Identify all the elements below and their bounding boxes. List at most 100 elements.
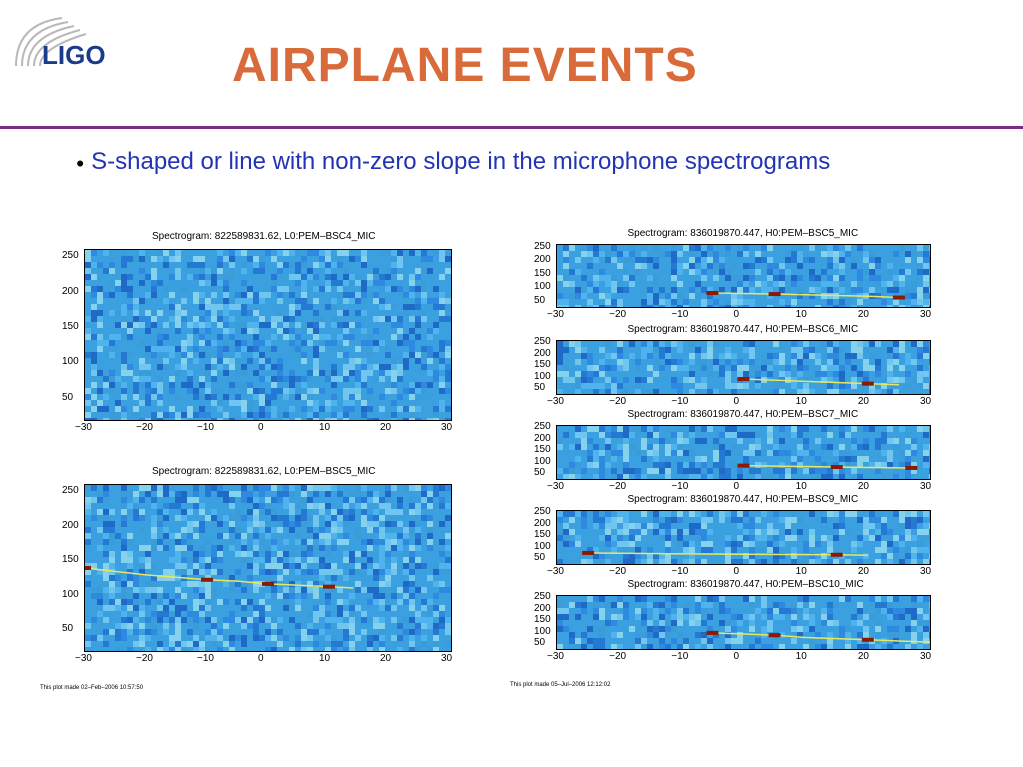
heatmap-cell bbox=[175, 394, 181, 400]
heatmap-cell bbox=[373, 346, 379, 352]
heatmap-cell bbox=[343, 623, 349, 629]
heatmap-cell bbox=[845, 553, 851, 559]
heatmap-cell bbox=[563, 299, 569, 305]
heatmap-cell bbox=[403, 629, 409, 635]
heatmap-cell bbox=[181, 515, 187, 521]
heatmap-cell bbox=[827, 644, 833, 649]
heatmap-cell bbox=[361, 617, 367, 623]
heatmap-cell bbox=[295, 334, 301, 340]
heatmap-cell bbox=[247, 623, 253, 629]
heatmap-cell bbox=[337, 256, 343, 262]
heatmap-cell bbox=[737, 281, 743, 287]
heatmap-cell bbox=[899, 269, 905, 275]
heatmap-cell bbox=[205, 581, 211, 587]
heatmap-cell bbox=[229, 316, 235, 322]
heatmap-cell bbox=[247, 599, 253, 605]
heatmap-cell bbox=[917, 383, 923, 389]
heatmap-cell bbox=[427, 617, 433, 623]
heatmap-cell bbox=[229, 497, 235, 503]
heatmap-cell bbox=[791, 305, 797, 307]
heatmap-cell bbox=[367, 418, 373, 420]
heatmap-cell bbox=[445, 304, 451, 310]
heatmap-cell bbox=[887, 353, 893, 359]
heatmap-cell bbox=[295, 268, 301, 274]
heatmap-cell bbox=[121, 394, 127, 400]
heatmap-cell bbox=[235, 250, 241, 256]
heatmap-cell bbox=[193, 274, 199, 280]
heatmap-cell bbox=[181, 509, 187, 515]
heatmap-cell bbox=[665, 559, 671, 564]
heatmap-cell bbox=[415, 394, 421, 400]
heatmap-cell bbox=[145, 316, 151, 322]
heatmap-cell bbox=[379, 515, 385, 521]
heatmap-cell bbox=[97, 497, 103, 503]
heatmap-cell bbox=[575, 389, 581, 394]
heatmap-cell bbox=[569, 468, 575, 474]
heatmap-cell bbox=[157, 587, 163, 593]
heatmap-cell bbox=[875, 529, 881, 535]
heatmap-cell bbox=[797, 287, 803, 293]
y-tick-label: 200 bbox=[534, 347, 551, 359]
heatmap-cell bbox=[593, 251, 599, 257]
heatmap-cell bbox=[605, 529, 611, 535]
heatmap-cell bbox=[719, 365, 725, 371]
heatmap-cell bbox=[887, 535, 893, 541]
heatmap-cell bbox=[421, 250, 427, 256]
heatmap-cell bbox=[97, 593, 103, 599]
heatmap-cell bbox=[361, 358, 367, 364]
heatmap-cell bbox=[235, 581, 241, 587]
heatmap-cell bbox=[779, 275, 785, 281]
heatmap-cell bbox=[593, 614, 599, 620]
heatmap-cell bbox=[683, 438, 689, 444]
heatmap-cell bbox=[91, 394, 97, 400]
heatmap-cell bbox=[779, 359, 785, 365]
heatmap-cell bbox=[677, 450, 683, 456]
heatmap-cell bbox=[337, 617, 343, 623]
heatmap-cell bbox=[851, 347, 857, 353]
heatmap-cell bbox=[397, 599, 403, 605]
heatmap-cell bbox=[863, 626, 869, 632]
heatmap-cell bbox=[569, 638, 575, 644]
heatmap-cell bbox=[827, 620, 833, 626]
heatmap-cell bbox=[241, 599, 247, 605]
heatmap-cell bbox=[827, 511, 833, 517]
heatmap-cell bbox=[151, 575, 157, 581]
heatmap-cell bbox=[343, 412, 349, 418]
heatmap-cell bbox=[163, 298, 169, 304]
heatmap-cell bbox=[797, 456, 803, 462]
heatmap-cell bbox=[557, 602, 563, 608]
heatmap-cell bbox=[439, 569, 445, 575]
x-tick-label: 20 bbox=[857, 309, 869, 320]
heatmap-cell bbox=[343, 515, 349, 521]
heatmap-cell bbox=[659, 602, 665, 608]
heatmap-cell bbox=[833, 371, 839, 377]
heatmap-cell bbox=[367, 539, 373, 545]
heatmap-cell bbox=[563, 341, 569, 347]
heatmap-cell bbox=[569, 632, 575, 638]
heatmap-cell bbox=[623, 450, 629, 456]
heatmap-cell bbox=[319, 563, 325, 569]
heatmap-cell bbox=[337, 515, 343, 521]
heatmap-cell bbox=[97, 569, 103, 575]
spectrogram-heatmap bbox=[557, 426, 930, 479]
heatmap-cell bbox=[665, 632, 671, 638]
heatmap-cell bbox=[779, 602, 785, 608]
heatmap-cell bbox=[121, 262, 127, 268]
heatmap-cell bbox=[755, 638, 761, 644]
heatmap-cell bbox=[355, 382, 361, 388]
heatmap-cell bbox=[103, 575, 109, 581]
heatmap-cell bbox=[695, 474, 701, 479]
heatmap-cell bbox=[361, 376, 367, 382]
heatmap-cell bbox=[193, 551, 199, 557]
heatmap-cell bbox=[677, 251, 683, 257]
heatmap-cell bbox=[875, 626, 881, 632]
heatmap-cell bbox=[611, 450, 617, 456]
heatmap-cell bbox=[671, 359, 677, 365]
heatmap-cell bbox=[223, 262, 229, 268]
heatmap-cell bbox=[103, 376, 109, 382]
heatmap-cell bbox=[779, 474, 785, 479]
heatmap-cell bbox=[707, 529, 713, 535]
heatmap-cell bbox=[145, 364, 151, 370]
heatmap-cell bbox=[103, 617, 109, 623]
heatmap-cell bbox=[427, 346, 433, 352]
